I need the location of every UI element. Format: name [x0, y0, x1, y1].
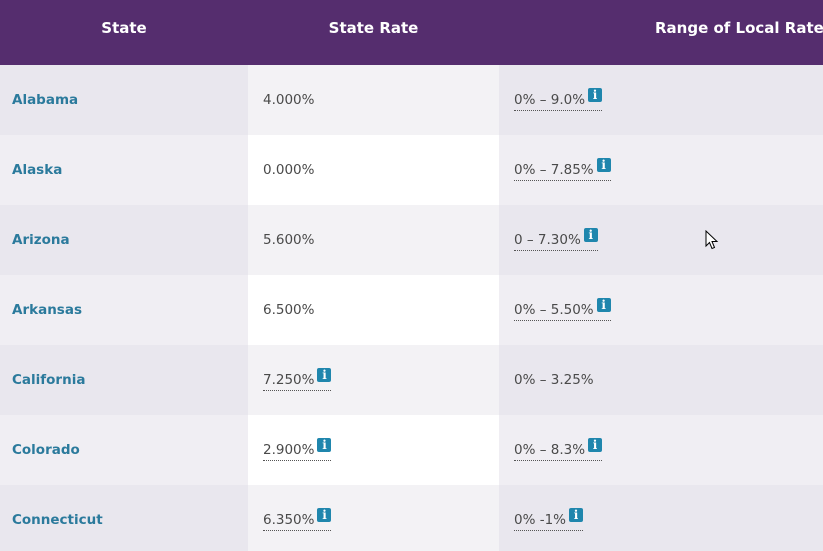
table-row: Alabama 4.000% 0% – 9.0% i — [0, 65, 823, 135]
info-icon[interactable]: i — [596, 298, 611, 312]
state-cell: Colorado — [0, 415, 248, 485]
local-range-value: 0% – 5.50% — [514, 302, 594, 318]
state-rate-cell: 5.600% — [248, 205, 499, 275]
local-range-tooltip-trigger[interactable]: 0% -1% i — [514, 508, 583, 531]
table-header: State State Rate Range of Local Rates — [0, 0, 823, 65]
info-icon[interactable]: i — [317, 508, 332, 522]
local-range-value: 0% – 7.85% — [514, 162, 594, 178]
state-link-alaska[interactable]: Alaska — [12, 162, 63, 178]
header-state: State — [101, 19, 147, 37]
state-rate-value: 6.500% — [263, 302, 315, 318]
state-cell: California — [0, 345, 248, 415]
state-cell: Alabama — [0, 65, 248, 135]
table-row: Connecticut 6.350% i 0% -1% i — [0, 485, 823, 551]
table-row: Colorado 2.900% i 0% – 8.3% i — [0, 415, 823, 485]
local-range-cell: 0% – 8.3% i — [499, 415, 823, 485]
local-range-value: 0% -1% — [514, 512, 566, 528]
table-row: Arizona 5.600% 0 – 7.30% i — [0, 205, 823, 275]
table-row: Alaska 0.000% 0% – 7.85% i — [0, 135, 823, 205]
local-range-cell: 0% – 5.50% i — [499, 275, 823, 345]
info-icon[interactable]: i — [569, 508, 583, 522]
local-range-value: 0% – 8.3% — [514, 442, 586, 458]
state-cell: Arkansas — [0, 275, 248, 345]
local-range-cell: 0% – 3.25% — [499, 345, 823, 415]
state-link-alabama[interactable]: Alabama — [12, 92, 79, 108]
info-icon[interactable]: i — [596, 158, 611, 172]
state-cell: Connecticut — [0, 485, 248, 551]
info-icon[interactable]: i — [317, 368, 332, 382]
state-rate-value: 4.000% — [263, 92, 315, 108]
local-range-value: 0% – 9.0% — [514, 92, 586, 108]
local-range-value: 0 – 7.30% — [514, 232, 581, 248]
state-rate-value: 7.250% — [263, 372, 315, 388]
state-rate-value: 0.000% — [263, 162, 315, 178]
state-rate-cell: 7.250% i — [248, 345, 499, 415]
state-rate-cell: 4.000% — [248, 65, 499, 135]
header-local-rates: Range of Local Rates — [655, 19, 823, 37]
state-link-arkansas[interactable]: Arkansas — [12, 302, 82, 318]
table-row: California 7.250% i 0% – 3.25% — [0, 345, 823, 415]
local-range-tooltip-trigger[interactable]: 0 – 7.30% i — [514, 228, 598, 251]
local-range-cell: 0% – 9.0% i — [499, 65, 823, 135]
state-cell: Arizona — [0, 205, 248, 275]
info-icon[interactable]: i — [317, 438, 332, 452]
local-range-tooltip-trigger[interactable]: 0% – 7.85% i — [514, 158, 611, 181]
state-rate-value: 2.900% — [263, 442, 315, 458]
state-cell: Alaska — [0, 135, 248, 205]
state-rate-value: 5.600% — [263, 232, 315, 248]
state-link-arizona[interactable]: Arizona — [12, 232, 70, 248]
header-state-rate: State Rate — [328, 19, 419, 37]
state-rate-cell: 0.000% — [248, 135, 499, 205]
table-row: Arkansas 6.500% 0% – 5.50% i — [0, 275, 823, 345]
state-rate-value: 6.350% — [263, 512, 315, 528]
local-range-tooltip-trigger[interactable]: 0% – 9.0% i — [514, 88, 603, 111]
info-icon[interactable]: i — [588, 438, 603, 452]
local-range-value: 0% – 3.25% — [514, 372, 594, 388]
state-rate-tooltip-trigger[interactable]: 2.900% i — [263, 438, 332, 461]
state-rate-tooltip-trigger[interactable]: 6.350% i — [263, 508, 332, 531]
mouse-cursor-icon — [705, 230, 719, 250]
local-range-cell: 0 – 7.30% i — [499, 205, 823, 275]
state-rate-cell: 2.900% i — [248, 415, 499, 485]
local-range-cell: 0% – 7.85% i — [499, 135, 823, 205]
info-icon[interactable]: i — [588, 88, 603, 102]
local-range-tooltip-trigger[interactable]: 0% – 8.3% i — [514, 438, 603, 461]
info-icon[interactable]: i — [583, 228, 598, 242]
local-range-cell: 0% -1% i — [499, 485, 823, 551]
state-rate-cell: 6.350% i — [248, 485, 499, 551]
state-link-california[interactable]: California — [12, 372, 86, 388]
state-rate-tooltip-trigger[interactable]: 7.250% i — [263, 368, 332, 391]
state-rate-cell: 6.500% — [248, 275, 499, 345]
local-range-tooltip-trigger[interactable]: 0% – 5.50% i — [514, 298, 611, 321]
state-link-connecticut[interactable]: Connecticut — [12, 512, 103, 528]
state-link-colorado[interactable]: Colorado — [12, 442, 80, 458]
